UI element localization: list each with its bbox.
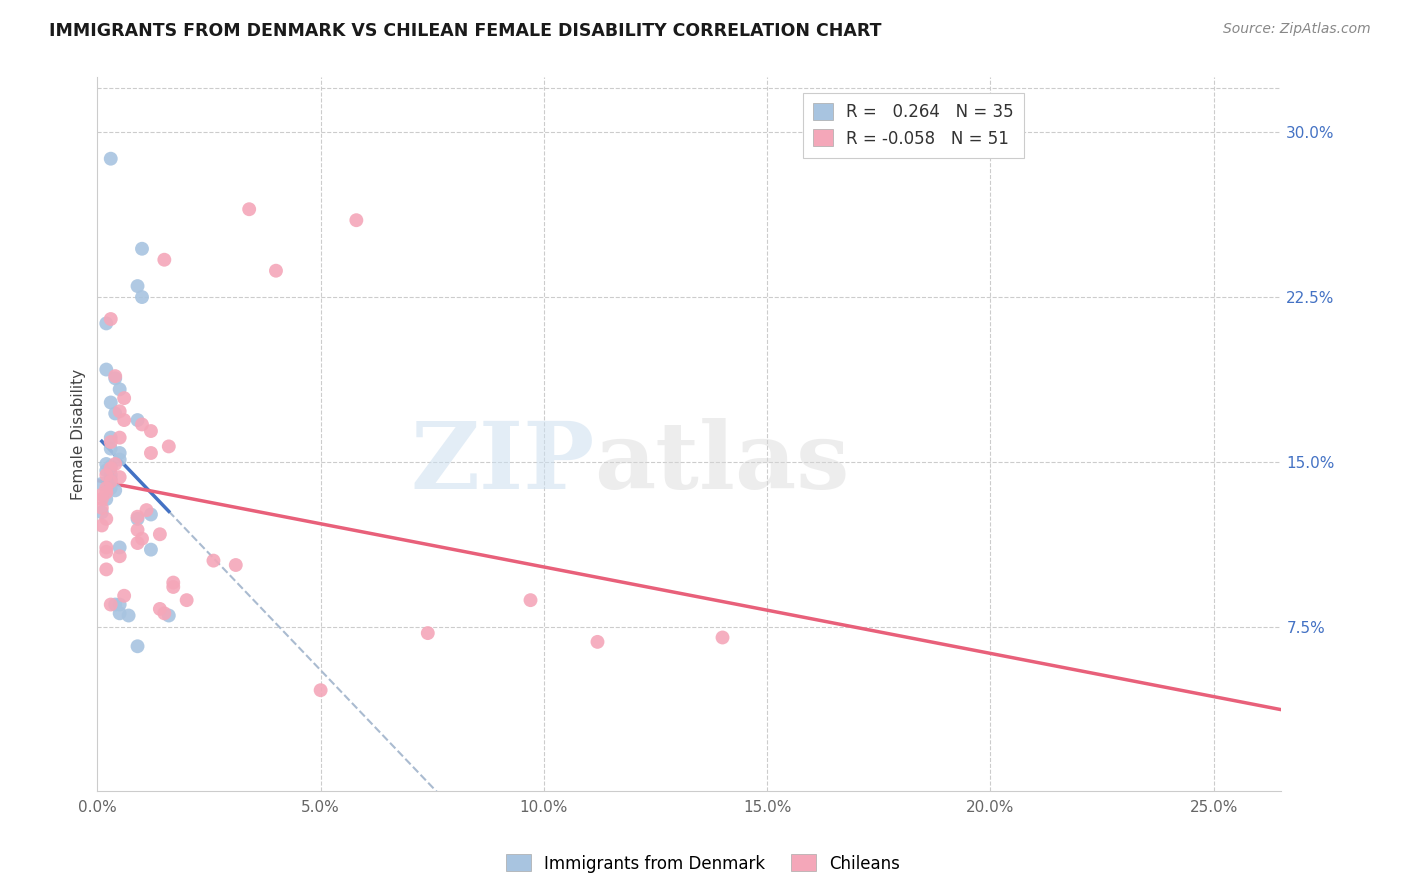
Point (96, 317, 118, 331)
Point (153, 252, 176, 267)
Point (127, 523, 149, 537)
Point (100, 472, 122, 486)
Point (104, 598, 127, 612)
Point (96, 467, 118, 482)
Point (117, 608, 139, 623)
Point (100, 481, 122, 495)
Point (96, 481, 118, 495)
Point (202, 553, 225, 567)
Point (108, 598, 131, 612)
Point (586, 635, 609, 649)
Point (104, 371, 127, 385)
Point (112, 413, 135, 427)
Point (96, 512, 118, 526)
Point (149, 602, 172, 616)
Point (100, 435, 122, 450)
Point (225, 558, 247, 572)
Point (96, 464, 118, 478)
Point (157, 608, 180, 623)
Point (90, 476, 112, 491)
Point (108, 549, 131, 564)
Point (100, 152, 122, 166)
Point (96, 362, 118, 376)
Point (100, 442, 122, 456)
Point (108, 446, 131, 460)
Point (108, 404, 131, 418)
Point (176, 593, 198, 607)
Point (90, 505, 112, 519)
Point (309, 683, 332, 698)
Point (90, 518, 112, 533)
Point (100, 461, 122, 475)
Point (264, 263, 287, 277)
Point (112, 589, 135, 603)
Point (131, 290, 153, 304)
Point (711, 631, 734, 645)
Point (108, 431, 131, 445)
Point (96, 541, 118, 555)
Point (139, 508, 162, 522)
Point (108, 541, 131, 555)
Point (100, 431, 122, 445)
Point (131, 417, 153, 432)
Point (100, 312, 122, 326)
Point (90, 500, 112, 515)
Point (96, 545, 118, 559)
Point (131, 242, 153, 256)
Point (90, 488, 112, 502)
Point (153, 607, 176, 621)
Point (108, 607, 131, 621)
Point (104, 483, 127, 498)
Point (100, 459, 122, 474)
Point (96, 485, 118, 500)
Legend: Immigrants from Denmark, Chileans: Immigrants from Denmark, Chileans (499, 847, 907, 880)
Point (100, 467, 122, 482)
Point (157, 439, 180, 453)
Point (104, 369, 127, 384)
Point (162, 580, 184, 594)
Text: IMMIGRANTS FROM DENMARK VS CHILEAN FEMALE DISABILITY CORRELATION CHART: IMMIGRANTS FROM DENMARK VS CHILEAN FEMAL… (49, 22, 882, 40)
Point (127, 509, 149, 524)
Point (127, 512, 149, 526)
Point (96, 457, 118, 471)
Point (108, 452, 131, 467)
Point (139, 424, 162, 438)
Point (100, 475, 122, 489)
Point (238, 202, 260, 217)
Point (104, 407, 127, 421)
Point (149, 527, 172, 541)
Point (96, 492, 118, 507)
Point (162, 575, 184, 590)
Point (108, 382, 131, 396)
Text: atlas: atlas (595, 417, 849, 508)
Point (139, 542, 162, 557)
Point (90, 492, 112, 507)
Point (96, 562, 118, 576)
Point (127, 279, 149, 293)
Point (127, 640, 149, 654)
Point (135, 503, 157, 517)
Text: ZIP: ZIP (411, 417, 595, 508)
Point (100, 598, 122, 612)
Point (131, 532, 153, 546)
Point (112, 391, 135, 405)
Point (100, 395, 122, 409)
Text: Source: ZipAtlas.com: Source: ZipAtlas.com (1223, 22, 1371, 37)
Y-axis label: Female Disability: Female Disability (72, 368, 86, 500)
Point (416, 626, 439, 640)
Point (139, 446, 162, 460)
Legend: R =   0.264   N = 35, R = -0.058   N = 51: R = 0.264 N = 35, R = -0.058 N = 51 (803, 93, 1024, 158)
Point (519, 593, 541, 607)
Point (127, 413, 149, 427)
Point (108, 470, 131, 484)
Point (104, 457, 127, 471)
Point (344, 213, 367, 227)
Point (127, 536, 149, 550)
